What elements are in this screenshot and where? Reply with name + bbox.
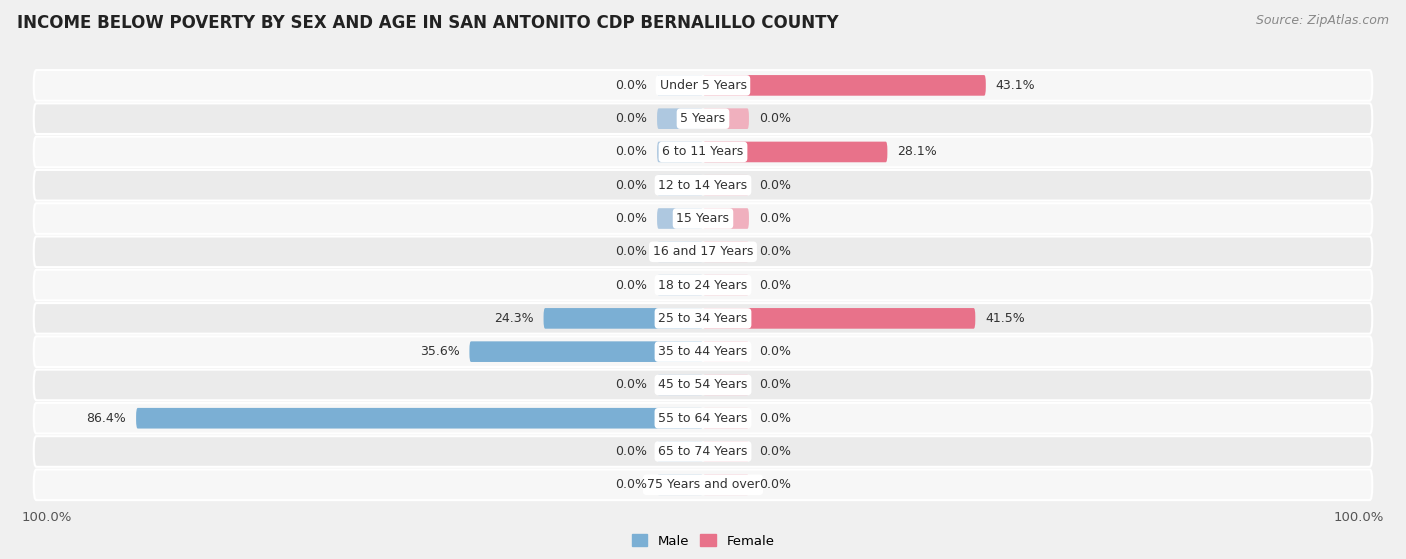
Text: 6 to 11 Years: 6 to 11 Years (662, 145, 744, 158)
Text: 12 to 14 Years: 12 to 14 Years (658, 179, 748, 192)
Text: 0.0%: 0.0% (759, 378, 790, 391)
Text: INCOME BELOW POVERTY BY SEX AND AGE IN SAN ANTONITO CDP BERNALILLO COUNTY: INCOME BELOW POVERTY BY SEX AND AGE IN S… (17, 14, 838, 32)
FancyBboxPatch shape (703, 241, 749, 262)
Text: 41.5%: 41.5% (986, 312, 1025, 325)
Text: 0.0%: 0.0% (759, 445, 790, 458)
FancyBboxPatch shape (34, 136, 1372, 167)
FancyBboxPatch shape (703, 108, 749, 129)
FancyBboxPatch shape (703, 441, 749, 462)
Text: 0.0%: 0.0% (616, 145, 647, 158)
FancyBboxPatch shape (657, 108, 703, 129)
Text: 5 Years: 5 Years (681, 112, 725, 125)
FancyBboxPatch shape (703, 141, 887, 162)
Text: 43.1%: 43.1% (995, 79, 1035, 92)
Text: 18 to 24 Years: 18 to 24 Years (658, 278, 748, 292)
FancyBboxPatch shape (657, 75, 703, 96)
Text: 0.0%: 0.0% (616, 378, 647, 391)
Text: 24.3%: 24.3% (494, 312, 534, 325)
Text: 28.1%: 28.1% (897, 145, 936, 158)
Text: 0.0%: 0.0% (759, 278, 790, 292)
FancyBboxPatch shape (34, 270, 1372, 300)
FancyBboxPatch shape (34, 236, 1372, 267)
Text: 0.0%: 0.0% (616, 179, 647, 192)
FancyBboxPatch shape (703, 342, 749, 362)
FancyBboxPatch shape (470, 342, 703, 362)
FancyBboxPatch shape (703, 208, 749, 229)
FancyBboxPatch shape (703, 275, 749, 295)
Text: 0.0%: 0.0% (759, 345, 790, 358)
Text: 0.0%: 0.0% (616, 479, 647, 491)
FancyBboxPatch shape (657, 241, 703, 262)
Text: 0.0%: 0.0% (759, 212, 790, 225)
Legend: Male, Female: Male, Female (626, 529, 780, 553)
FancyBboxPatch shape (34, 470, 1372, 500)
FancyBboxPatch shape (34, 203, 1372, 234)
Text: 0.0%: 0.0% (759, 179, 790, 192)
FancyBboxPatch shape (703, 408, 749, 429)
FancyBboxPatch shape (657, 275, 703, 295)
Text: 55 to 64 Years: 55 to 64 Years (658, 412, 748, 425)
FancyBboxPatch shape (34, 403, 1372, 434)
Text: 0.0%: 0.0% (616, 278, 647, 292)
FancyBboxPatch shape (136, 408, 703, 429)
Text: 0.0%: 0.0% (616, 112, 647, 125)
Text: Source: ZipAtlas.com: Source: ZipAtlas.com (1256, 14, 1389, 27)
FancyBboxPatch shape (657, 441, 703, 462)
FancyBboxPatch shape (703, 308, 976, 329)
Text: 86.4%: 86.4% (87, 412, 127, 425)
Text: 16 and 17 Years: 16 and 17 Years (652, 245, 754, 258)
FancyBboxPatch shape (34, 303, 1372, 334)
Text: 0.0%: 0.0% (616, 79, 647, 92)
Text: 0.0%: 0.0% (616, 245, 647, 258)
Text: 75 Years and over: 75 Years and over (647, 479, 759, 491)
Text: 0.0%: 0.0% (759, 412, 790, 425)
FancyBboxPatch shape (657, 175, 703, 196)
Text: 0.0%: 0.0% (616, 445, 647, 458)
FancyBboxPatch shape (34, 70, 1372, 101)
FancyBboxPatch shape (34, 103, 1372, 134)
Text: 65 to 74 Years: 65 to 74 Years (658, 445, 748, 458)
Text: 35 to 44 Years: 35 to 44 Years (658, 345, 748, 358)
FancyBboxPatch shape (703, 75, 986, 96)
FancyBboxPatch shape (34, 436, 1372, 467)
FancyBboxPatch shape (34, 369, 1372, 400)
FancyBboxPatch shape (657, 208, 703, 229)
Text: 45 to 54 Years: 45 to 54 Years (658, 378, 748, 391)
Text: 35.6%: 35.6% (420, 345, 460, 358)
FancyBboxPatch shape (657, 141, 703, 162)
FancyBboxPatch shape (657, 475, 703, 495)
FancyBboxPatch shape (657, 375, 703, 395)
Text: 25 to 34 Years: 25 to 34 Years (658, 312, 748, 325)
FancyBboxPatch shape (703, 375, 749, 395)
Text: Under 5 Years: Under 5 Years (659, 79, 747, 92)
Text: 0.0%: 0.0% (616, 212, 647, 225)
Text: 15 Years: 15 Years (676, 212, 730, 225)
FancyBboxPatch shape (703, 175, 749, 196)
FancyBboxPatch shape (544, 308, 703, 329)
FancyBboxPatch shape (34, 337, 1372, 367)
Text: 0.0%: 0.0% (759, 112, 790, 125)
FancyBboxPatch shape (703, 475, 749, 495)
Text: 0.0%: 0.0% (759, 479, 790, 491)
FancyBboxPatch shape (34, 170, 1372, 201)
Text: 0.0%: 0.0% (759, 245, 790, 258)
